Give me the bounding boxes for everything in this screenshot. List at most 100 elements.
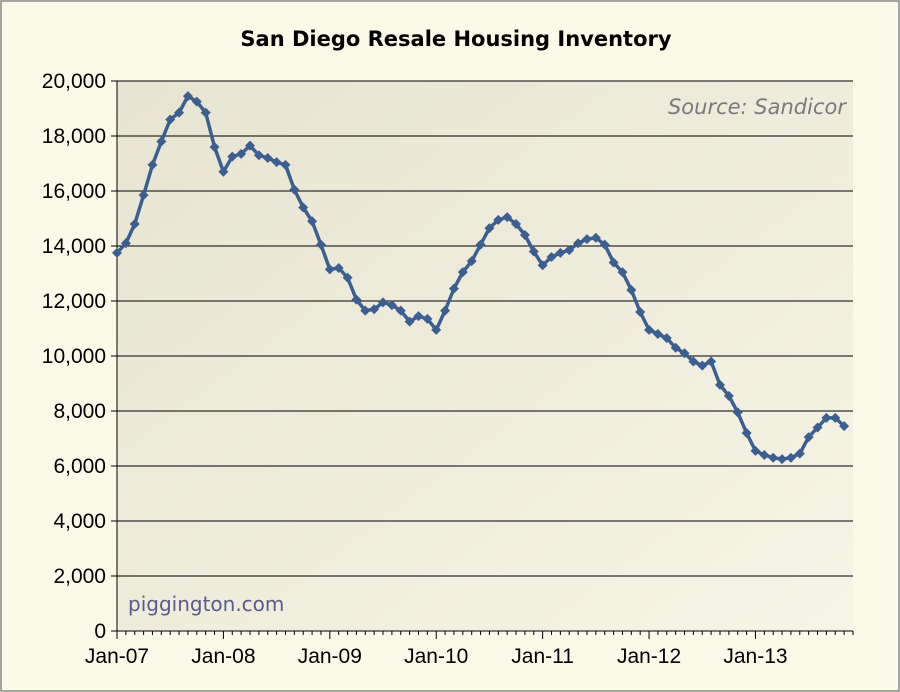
data-point [466,256,477,267]
data-point [617,267,628,278]
data-point [635,307,646,317]
y-tick-label: 12,000 [42,290,106,313]
source-note: Source: Sandicor [668,95,847,119]
x-tick-label: Jan-13 [723,645,787,668]
y-tick-label: 18,000 [42,125,106,148]
y-tick-label: 6,000 [53,455,106,478]
data-point [830,412,841,423]
data-point [395,305,406,316]
data-point [794,448,805,459]
data-point [706,356,717,367]
data-point [457,267,468,278]
data-point [644,324,655,335]
data-point [307,216,318,227]
data-point [165,114,176,125]
data-point [342,272,353,283]
data-point [289,184,300,195]
data-point [209,142,220,152]
data-point [440,305,451,316]
data-point [413,311,424,322]
data-point [245,140,256,151]
data-point [661,333,672,344]
data-point [599,239,610,250]
data-point [688,356,699,367]
data-point [271,157,282,168]
data-point [528,246,539,257]
data-point [182,91,193,102]
data-point [839,421,850,432]
data-point [236,148,247,159]
data-point [714,379,725,390]
data-point [333,263,344,273]
y-tick-label: 14,000 [42,235,106,258]
data-point [386,300,397,311]
data-point [812,422,823,433]
data-point [493,214,504,225]
data-point [129,219,140,229]
data-point [138,190,149,201]
data-point [750,445,761,456]
y-tick-label: 0 [94,620,106,643]
data-point [360,305,371,316]
data-point [351,294,362,305]
data-point [475,239,486,250]
data-point [378,297,389,308]
y-tick-label: 16,000 [42,180,106,203]
x-tick-label: Jan-07 [85,645,149,668]
data-point [768,452,779,463]
y-tick-label: 20,000 [42,70,106,93]
data-point [422,313,433,324]
data-point [821,412,832,423]
data-point [227,151,238,162]
data-point [404,316,415,327]
data-point [723,390,734,401]
data-point [218,166,229,177]
data-point [741,428,752,438]
data-point [785,452,796,463]
data-point [803,432,814,443]
data-point [608,257,619,268]
data-point [777,454,788,465]
y-tick-label: 4,000 [53,510,106,533]
y-tick-label: 2,000 [53,565,106,588]
data-point [546,252,557,262]
credit-label: piggington.com [128,592,284,616]
data-point [484,223,495,234]
y-tick-label: 10,000 [42,345,106,368]
data-point [431,324,442,335]
data-point [174,107,185,118]
data-point [253,150,264,161]
data-point [697,360,708,371]
x-tick-label: Jan-09 [298,645,362,668]
data-point [156,136,167,147]
data-point [519,230,530,240]
data-point [280,159,291,170]
data-point [759,450,770,460]
chart-title: San Diego Resale Housing Inventory [240,27,671,51]
data-point [511,219,522,229]
data-point [573,238,584,249]
data-point [537,260,548,271]
data-point [191,96,202,107]
data-point [581,234,592,245]
x-axis: Jan-07 Jan-08 Jan-09 Jan-10 Jan-11 Jan-12 Jan-… [85,630,854,668]
data-point [626,285,637,295]
data-point [555,247,566,258]
data-point [564,245,575,256]
data-point [262,153,273,163]
data-point [652,329,663,339]
data-point [315,239,326,250]
data-point [670,342,681,353]
series-inventory [112,91,850,465]
data-point [679,348,690,359]
x-tick-label: Jan-11 [511,645,574,668]
y-axis: 0 2,000 4,000 6,000 8,000 10,000 12,000 14,000 1… [42,70,118,643]
x-tick-label: Jan-08 [191,645,255,668]
data-point [120,238,131,249]
data-point [112,247,122,258]
x-tick-label: Jan-12 [617,645,681,668]
gridlines [117,80,853,577]
data-point [369,304,380,315]
